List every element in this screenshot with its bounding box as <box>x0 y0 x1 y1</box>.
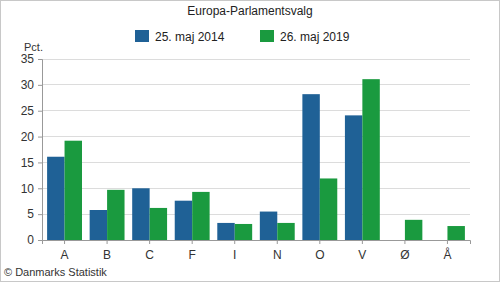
y-tick-label: 10 <box>21 182 35 196</box>
grid-line <box>42 59 470 60</box>
grid-line <box>42 136 470 137</box>
grid <box>42 59 470 240</box>
x-tick-label: Å <box>443 247 451 262</box>
grid-line <box>42 162 470 163</box>
x-tick: V <box>358 240 366 262</box>
y-tick-mark <box>38 162 42 163</box>
x-tick-mark <box>149 240 150 244</box>
y-tick-label: 5 <box>27 207 34 221</box>
x-tick-mark <box>277 240 278 244</box>
bar <box>447 226 464 240</box>
y-tick-mark <box>38 137 42 138</box>
x-tick-mark <box>64 240 65 244</box>
y-tick-mark <box>38 59 42 60</box>
bar <box>302 94 319 240</box>
y-tick: 35 <box>21 52 42 66</box>
x-tick-label: I <box>233 248 236 262</box>
y-tick-label: 30 <box>21 78 35 92</box>
legend-item: 26. maj 2019 <box>260 30 350 44</box>
plot: 0 5 10 15 20 25 30 35 A B C F I N O V Ø Å <box>21 52 471 261</box>
y-tick-label: 25 <box>21 104 35 118</box>
x-tick-label: F <box>189 248 196 262</box>
bars <box>47 79 465 240</box>
x-tick: A <box>61 240 69 262</box>
source: © Danmarks Statistik <box>4 266 107 278</box>
y-tick-mark <box>38 214 42 215</box>
bar <box>235 224 252 240</box>
x-tick-label: O <box>315 248 324 262</box>
bar <box>362 79 379 240</box>
bar <box>260 212 277 240</box>
y-tick-mark <box>38 188 42 189</box>
y-tick-label: 15 <box>21 156 35 170</box>
legend-swatch <box>260 30 274 42</box>
x-tick: F <box>189 240 196 262</box>
x-tick: N <box>273 240 282 262</box>
x-tick: B <box>103 240 111 262</box>
legend-swatch <box>135 30 149 42</box>
y-tick: 15 <box>21 156 42 170</box>
y-tick: 10 <box>21 182 42 196</box>
x-tick: Ø <box>400 240 409 262</box>
x-tick-label: N <box>273 248 282 262</box>
x-tick: C <box>145 240 154 262</box>
x-tick-mark <box>404 240 405 244</box>
x-tick-label: V <box>358 248 366 262</box>
bar <box>47 157 64 240</box>
y-tick-label: 20 <box>21 130 35 144</box>
chart: 0 5 10 15 20 25 30 35 A B C F I N O V Ø Å Pct. Europa-Parla… <box>0 0 500 282</box>
bar <box>277 223 294 240</box>
bar <box>175 201 192 240</box>
y-tick: 20 <box>21 130 42 144</box>
x-tick-mark <box>107 240 108 244</box>
frame <box>1 1 500 282</box>
legend-label: 25. maj 2014 <box>155 30 225 44</box>
y-tick-label: 0 <box>27 233 34 247</box>
y-tick-label: 35 <box>21 52 35 66</box>
legend: 25. maj 2014 26. maj 2019 <box>135 30 350 44</box>
y-axis-title: Pct. <box>24 41 43 53</box>
x-tick: Å <box>443 240 451 262</box>
y-tick-mark <box>38 111 42 112</box>
bar <box>90 210 107 240</box>
y-tick: 5 <box>27 207 42 221</box>
grid-line <box>42 110 470 111</box>
bar <box>405 220 422 240</box>
x-tick-mark <box>362 240 363 244</box>
y-tick: 25 <box>21 104 42 118</box>
bar <box>217 223 234 240</box>
y-tick: 30 <box>21 78 42 92</box>
bar-series <box>65 79 465 240</box>
bar <box>150 208 167 240</box>
x-tick-label: A <box>61 248 69 262</box>
bar-series <box>47 94 362 240</box>
legend-item: 25. maj 2014 <box>135 30 225 44</box>
bar <box>320 178 337 240</box>
bar <box>132 188 149 240</box>
y-axis: 0 5 10 15 20 25 30 35 <box>21 52 43 247</box>
y-tick: 0 <box>27 233 42 247</box>
bar <box>65 141 82 240</box>
y-tick-mark <box>38 85 42 86</box>
x-tick-mark <box>319 240 320 244</box>
bar <box>107 190 124 240</box>
title: Europa-Parlamentsvalg <box>187 4 312 18</box>
y-axis-line <box>38 60 43 241</box>
x-tick: I <box>233 240 236 262</box>
y-tick-mark <box>38 240 42 241</box>
x-axis-line <box>43 241 471 245</box>
grid-line <box>42 188 470 189</box>
grid-line <box>42 84 470 85</box>
x-tick-label: Ø <box>400 248 409 262</box>
x-tick: O <box>315 240 324 262</box>
x-axis: ABCFINOVØÅ <box>43 240 471 262</box>
x-tick-label: B <box>103 248 111 262</box>
x-tick-mark <box>447 240 448 244</box>
x-tick-label: C <box>145 248 154 262</box>
bar <box>192 192 209 240</box>
legend-label: 26. maj 2019 <box>280 30 350 44</box>
bar <box>345 115 362 240</box>
x-tick-mark <box>234 240 235 244</box>
x-tick-mark <box>192 240 193 244</box>
